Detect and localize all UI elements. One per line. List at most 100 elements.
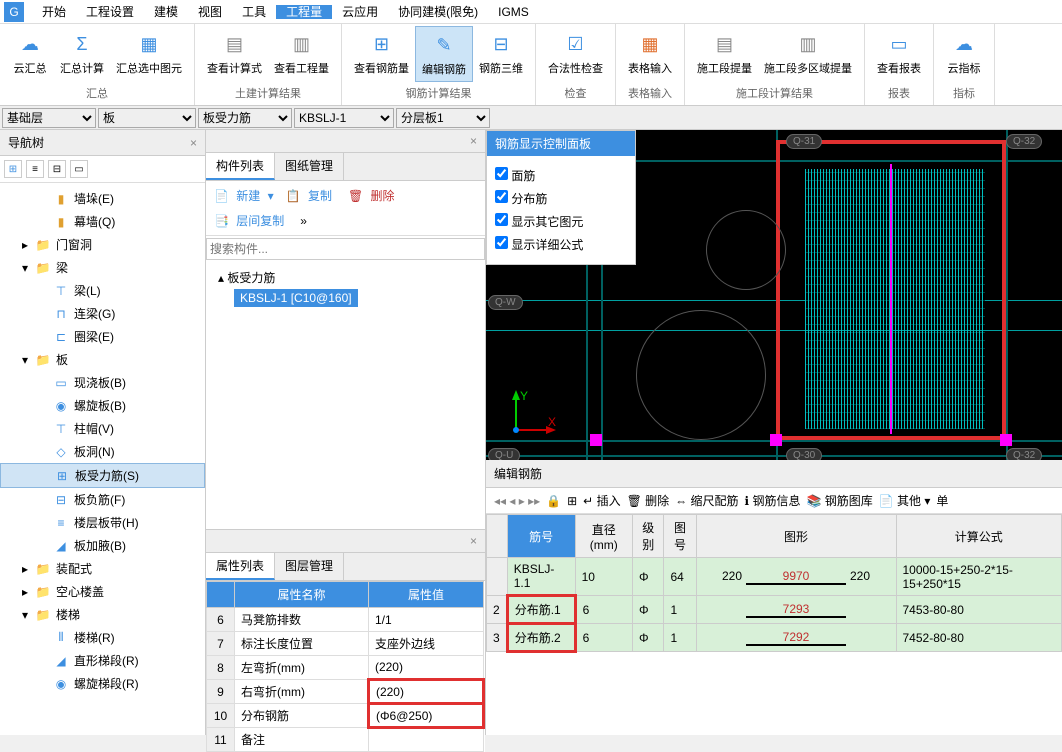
tree-item[interactable]: ▾📁板 xyxy=(0,348,205,371)
ribbon-表格输入[interactable]: ▦表格输入 xyxy=(622,26,678,80)
ctrl-opt[interactable]: 面筋 xyxy=(495,164,627,187)
nav-tree: ▮墙垛(E)▮幕墙(Q)▸📁门窗洞▾📁梁⊤梁(L)⊓连梁(G)⊏圈梁(E)▾📁板… xyxy=(0,183,205,735)
nav-buttons[interactable]: ◂◂ ◂ ▸ ▸▸ xyxy=(494,494,540,508)
menu-8[interactable]: IGMS xyxy=(488,5,539,19)
tree-item[interactable]: ◇板洞(N) xyxy=(0,440,205,463)
comp-root[interactable]: ▴ 板受力筋 xyxy=(210,266,481,289)
ctrl-opt[interactable]: 分布筋 xyxy=(495,187,627,210)
menu-3[interactable]: 视图 xyxy=(188,5,232,19)
new-button[interactable]: 📄 新建 ▾ xyxy=(210,185,278,206)
delete-button[interactable]: 🗑 删除 xyxy=(344,185,403,206)
tree-item[interactable]: ◉螺旋板(B) xyxy=(0,394,205,417)
prop-row[interactable]: 8左弯折(mm)(220) xyxy=(207,656,484,680)
menu-5[interactable]: 工程量 xyxy=(276,5,332,19)
lock-icon[interactable]: 🔒 xyxy=(546,494,561,508)
ribbon-合法性检查[interactable]: ☑合法性检查 xyxy=(542,26,609,80)
ribbon-云汇总[interactable]: ☁云汇总 xyxy=(6,26,54,80)
menu-2[interactable]: 建模 xyxy=(144,5,188,19)
comp-close-icon[interactable]: × xyxy=(470,134,477,148)
tree-item[interactable]: ⊓连梁(G) xyxy=(0,302,205,325)
ribbon-汇总计算[interactable]: Σ汇总计算 xyxy=(54,26,110,80)
prop-row[interactable]: 11备注 xyxy=(207,728,484,752)
tree-item[interactable]: ≡楼层板带(H) xyxy=(0,511,205,534)
rebar-row[interactable]: 2分布筋.16Φ172937453-80-80 xyxy=(487,596,1062,624)
prop-close-icon[interactable]: × xyxy=(470,534,477,548)
ribbon-云指标[interactable]: ☁云指标 xyxy=(940,26,988,80)
ribbon-编辑钢筋[interactable]: ✎编辑钢筋 xyxy=(415,26,473,82)
other-button[interactable]: 📄 其他 ▾ xyxy=(879,492,931,509)
info-button[interactable]: ℹ 钢筋信息 xyxy=(745,492,801,509)
comp-item-selected[interactable]: KBSLJ-1 [C10@160] xyxy=(234,289,358,307)
prop-row[interactable]: 6马凳筋排数1/1 xyxy=(207,608,484,632)
tree-item[interactable]: ▸📁门窗洞 xyxy=(0,233,205,256)
rebar-row[interactable]: 3分布筋.26Φ172927452-80-80 xyxy=(487,624,1062,652)
prop-row[interactable]: 7标注长度位置支座外边线 xyxy=(207,632,484,656)
ctrl-opt[interactable]: 显示详细公式 xyxy=(495,233,627,256)
floor-select[interactable]: 基础层 xyxy=(2,108,96,128)
tab-component-list[interactable]: 构件列表 xyxy=(206,153,275,180)
ribbon-查看计算式[interactable]: ▤查看计算式 xyxy=(201,26,268,80)
menu-4[interactable]: 工具 xyxy=(232,5,276,19)
tree-item[interactable]: ⊤柱帽(V) xyxy=(0,417,205,440)
tab-drawing-mgmt[interactable]: 图纸管理 xyxy=(275,153,344,180)
ribbon-查看工程量[interactable]: ▥查看工程量 xyxy=(268,26,335,80)
tree-item[interactable]: ▾📁楼梯 xyxy=(0,603,205,626)
nav-close-icon[interactable]: × xyxy=(190,136,197,150)
component-select[interactable]: KBSLJ-1 xyxy=(294,108,394,128)
delete-button[interactable]: 🗑 删除 xyxy=(627,492,670,509)
prop-row[interactable]: 9右弯折(mm)(220) xyxy=(207,680,484,704)
menu-1[interactable]: 工程设置 xyxy=(76,5,144,19)
library-button[interactable]: 📚 钢筋图库 xyxy=(806,492,872,509)
tool-btn-3[interactable]: ⊟ xyxy=(48,160,66,178)
ribbon-查看报表[interactable]: ▭查看报表 xyxy=(871,26,927,80)
tree-item[interactable]: ⊟板负筋(F) xyxy=(0,488,205,511)
nav-tools: ⊞ ≡ ⊟ ▭ xyxy=(0,156,205,183)
rebar-row[interactable]: KBSLJ-1.110Φ64220997022010000-15+250-2*1… xyxy=(487,558,1062,596)
tree-item[interactable]: ◢板加腋(B) xyxy=(0,534,205,557)
tree-item[interactable]: ▮幕墙(Q) xyxy=(0,210,205,233)
tree-item[interactable]: ◉螺旋梯段(R) xyxy=(0,672,205,695)
scale-button[interactable]: ⇔ 缩尺配筋 xyxy=(675,492,738,509)
col-diameter: 直径(mm) xyxy=(575,515,632,558)
tool-btn-1[interactable]: ⊞ xyxy=(4,160,22,178)
tree-item[interactable]: ◢直形梯段(R) xyxy=(0,649,205,672)
grid-icon[interactable]: ⊞ xyxy=(567,494,577,508)
tree-item[interactable]: ⊏圈梁(E) xyxy=(0,325,205,348)
grid-label: Q-W xyxy=(488,295,523,310)
tool-btn-2[interactable]: ≡ xyxy=(26,160,44,178)
tree-item[interactable]: ⦀楼梯(R) xyxy=(0,626,205,649)
tab-layers[interactable]: 图层管理 xyxy=(275,553,344,580)
tab-properties[interactable]: 属性列表 xyxy=(206,553,275,580)
ribbon-钢筋三维[interactable]: ⊟钢筋三维 xyxy=(473,26,529,80)
ribbon-查看钢筋量[interactable]: ⊞查看钢筋量 xyxy=(348,26,415,80)
insert-button[interactable]: ↵ 插入 xyxy=(583,492,620,509)
ribbon-施工段提量[interactable]: ▤施工段提量 xyxy=(691,26,758,80)
layer-select[interactable]: 分层板1 xyxy=(396,108,490,128)
ribbon-汇总选中图元[interactable]: ▦汇总选中图元 xyxy=(110,26,188,80)
menu-6[interactable]: 云应用 xyxy=(332,5,388,19)
col-grade: 级别 xyxy=(633,515,664,558)
prop-row[interactable]: 10分布钢筋(Φ6@250) xyxy=(207,704,484,728)
tree-item[interactable]: ⊞板受力筋(S) xyxy=(0,463,205,488)
tree-item[interactable]: ▸📁空心楼盖 xyxy=(0,580,205,603)
ribbon-施工段多区域提量[interactable]: ▥施工段多区域提量 xyxy=(758,26,858,80)
category-select[interactable]: 板 xyxy=(98,108,196,128)
menu-0[interactable]: 开始 xyxy=(32,5,76,19)
copy-button[interactable]: 📋 复制 xyxy=(282,185,340,206)
tree-item[interactable]: ⊤梁(L) xyxy=(0,279,205,302)
tool-btn-4[interactable]: ▭ xyxy=(70,160,88,178)
ctrl-opt[interactable]: 显示其它图元 xyxy=(495,210,627,233)
tree-item[interactable]: ▮墙垛(E) xyxy=(0,187,205,210)
menu-7[interactable]: 协同建模(限免) xyxy=(388,5,488,19)
tree-item[interactable]: ▾📁梁 xyxy=(0,256,205,279)
search-input[interactable] xyxy=(206,238,485,260)
col-code: 图号 xyxy=(664,515,696,558)
type-select[interactable]: 板受力筋 xyxy=(198,108,292,128)
cad-viewport[interactable]: 钢筋显示控制面板 面筋 分布筋 显示其它图元 显示详细公式 Q-31 Q-32 … xyxy=(486,130,1062,460)
grid-label: Q-32 xyxy=(1006,448,1042,460)
tree-item[interactable]: ▸📁装配式 xyxy=(0,557,205,580)
tree-item[interactable]: ▭现浇板(B) xyxy=(0,371,205,394)
ribbon: ☁云汇总Σ汇总计算▦汇总选中图元汇总▤查看计算式▥查看工程量土建计算结果⊞查看钢… xyxy=(0,24,1062,106)
more-icon[interactable]: » xyxy=(296,212,311,230)
layer-copy-button[interactable]: 📑 层间复制 xyxy=(210,210,292,231)
